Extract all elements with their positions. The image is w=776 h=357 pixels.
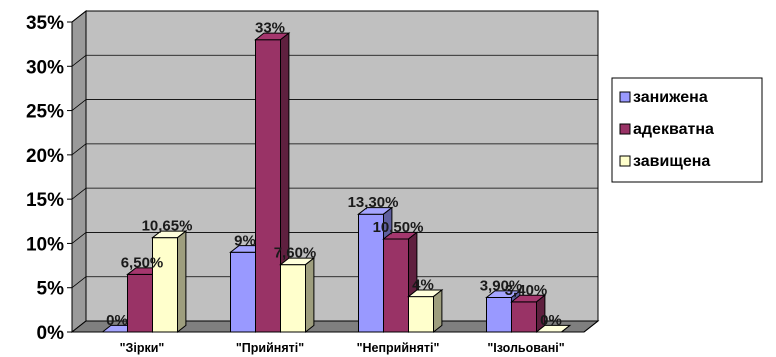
bar-side bbox=[433, 288, 443, 334]
legend-label: адекватна bbox=[633, 121, 714, 138]
bar bbox=[407, 288, 444, 334]
bar-front bbox=[230, 251, 256, 333]
data-label: 3,40% bbox=[505, 282, 548, 299]
legend: занижена адекватна завищена bbox=[611, 77, 763, 183]
bar-front bbox=[127, 273, 153, 333]
bars bbox=[101, 32, 572, 334]
bar-front bbox=[408, 296, 434, 333]
legend-item: адекватна bbox=[619, 121, 714, 138]
bar-front bbox=[486, 296, 512, 333]
data-labels: 0% 6,50% 10,65% 9% 33% 7,60% 13,30% 10,50% 4% 3,9… bbox=[106, 20, 562, 329]
bar-front bbox=[358, 213, 384, 333]
gridline-side bbox=[71, 54, 87, 67]
y-tick-label: 25% bbox=[26, 102, 64, 123]
y-tick-label: 30% bbox=[26, 57, 64, 78]
bar-side bbox=[561, 325, 571, 333]
bar-side bbox=[305, 257, 315, 334]
gridline-side bbox=[71, 99, 87, 111]
data-label: 13,30% bbox=[348, 194, 399, 211]
y-tick-label: 5% bbox=[37, 279, 65, 300]
x-axis-depth-line bbox=[583, 320, 599, 333]
legend-label: занижена bbox=[633, 89, 708, 106]
y-axis: 0% 5% 10% 15% 20% 25% 30% 35% bbox=[26, 13, 73, 344]
data-label: 7,60% bbox=[274, 245, 317, 262]
bar bbox=[510, 294, 547, 334]
legend-swatch bbox=[619, 155, 631, 167]
data-label: 10,50% bbox=[373, 219, 424, 236]
gridline-side bbox=[71, 232, 87, 244]
data-label: 10,65% bbox=[142, 218, 193, 235]
y-tick-label: 35% bbox=[26, 13, 64, 34]
bar-front bbox=[511, 301, 537, 333]
data-label: 0% bbox=[106, 312, 128, 329]
plot-side-wall bbox=[71, 9, 87, 334]
x-tick-label: "Зірки" bbox=[120, 341, 165, 355]
data-label: 4% bbox=[412, 277, 434, 294]
data-label: 33% bbox=[255, 20, 285, 37]
gridline-side bbox=[71, 10, 87, 23]
x-tick-label: "Неприйняті" bbox=[357, 341, 440, 355]
bar-front bbox=[152, 237, 178, 333]
legend-item: занижена bbox=[619, 89, 708, 106]
data-label: 0% bbox=[540, 312, 562, 329]
gridline-side bbox=[71, 276, 87, 289]
gridline-side bbox=[71, 187, 87, 200]
bar-side bbox=[177, 230, 187, 334]
y-tick-label: 10% bbox=[26, 234, 64, 255]
data-label: 6,50% bbox=[121, 254, 164, 271]
legend-swatch bbox=[619, 123, 631, 135]
bar bbox=[279, 257, 316, 334]
y-tick-label: 0% bbox=[37, 323, 65, 344]
data-label: 3,90% bbox=[480, 277, 523, 294]
bar-front bbox=[280, 264, 306, 333]
data-label: 9% bbox=[234, 232, 256, 249]
y-tick-label: 15% bbox=[26, 190, 64, 211]
x-tick-label: "Ізольовані" bbox=[487, 341, 564, 355]
legend-item: завищена bbox=[619, 153, 710, 170]
gridline-side bbox=[71, 143, 87, 156]
bar bbox=[151, 230, 188, 334]
legend-label: завищена bbox=[633, 153, 710, 170]
x-axis: "Зірки" "Прийняті" "Неприйняті" "Ізольовані… bbox=[72, 320, 599, 355]
legend-swatch bbox=[619, 91, 631, 103]
bar bbox=[254, 32, 291, 334]
bar-front bbox=[255, 39, 281, 333]
legend-box bbox=[611, 77, 763, 183]
y-tick-label: 20% bbox=[26, 146, 64, 167]
x-tick-label: "Прийняті" bbox=[236, 341, 304, 355]
bar-front bbox=[383, 238, 409, 333]
